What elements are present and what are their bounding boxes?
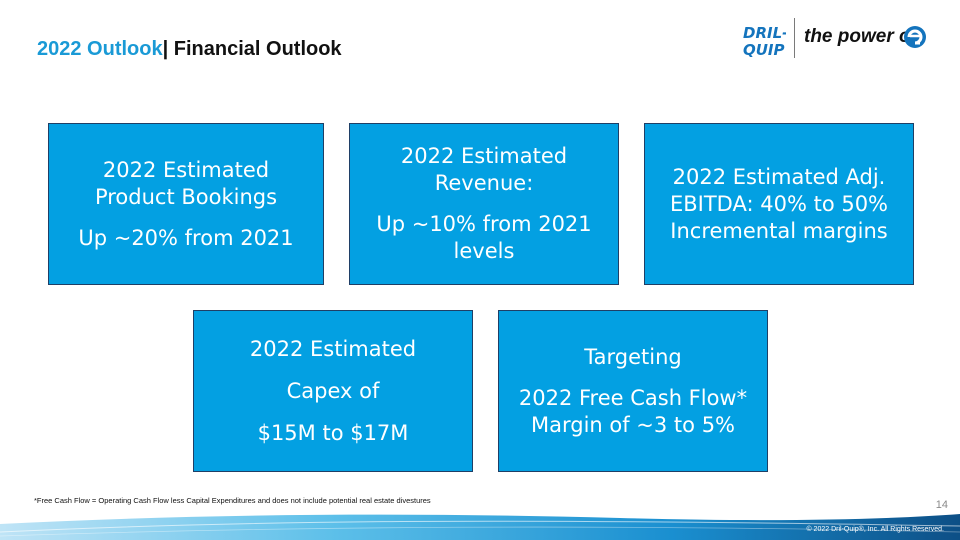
product-bookings-box: 2022 Estimated Product Bookings Up ~20% … — [48, 123, 324, 285]
free-cash-flow-box: Targeting 2022 Free Cash Flow* Margin of… — [498, 310, 768, 472]
box-value: Up ~10% from 2021 levels — [376, 212, 592, 263]
box-line: Capex of — [286, 378, 380, 403]
box-heading: 2022 Estimated — [249, 336, 417, 361]
slide-title: 2022 Outlook| Financial Outlook — [37, 38, 342, 61]
logo-brand-line-1: DRIL- — [743, 24, 786, 42]
logo-tagline: the power of — [804, 26, 917, 47]
footer-wave — [0, 514, 960, 540]
dril-quip-logo-icon: DRIL- QUIP — [743, 24, 786, 58]
box-heading: Targeting — [584, 344, 682, 369]
box-heading: 2022 Estimated Product Bookings — [94, 157, 278, 209]
logo-brand-line-2: QUIP — [743, 41, 785, 58]
copyright-notice: © 2022 Dril-Quip®, Inc. All Rights Reser… — [806, 526, 944, 533]
box-heading: 2022 Estimated Revenue: — [400, 144, 568, 195]
box-value: 2022 Free Cash Flow* Margin of ~3 to 5% — [518, 385, 748, 437]
capex-box: 2022 Estimated Capex of $15M to $17M — [193, 310, 473, 472]
e-swirl-icon — [904, 26, 926, 48]
box-value: $15M to $17M — [257, 420, 409, 445]
title-section: 2022 Outlook — [37, 38, 163, 60]
box-value: Up ~20% from 2021 — [78, 225, 294, 250]
footnote: *Free Cash Flow = Operating Cash Flow le… — [34, 496, 431, 505]
company-logo: DRIL- QUIP the power of — [742, 18, 932, 60]
title-subsection: | Financial Outlook — [162, 38, 342, 60]
logo-divider — [794, 18, 795, 58]
page-number: 14 — [935, 499, 948, 511]
ebitda-box: 2022 Estimated Adj. EBITDA: 40% to 50% I… — [644, 123, 914, 285]
box-heading: 2022 Estimated Adj. EBITDA: 40% to 50% I… — [669, 164, 889, 243]
revenue-box: 2022 Estimated Revenue: Up ~10% from 202… — [349, 123, 619, 285]
